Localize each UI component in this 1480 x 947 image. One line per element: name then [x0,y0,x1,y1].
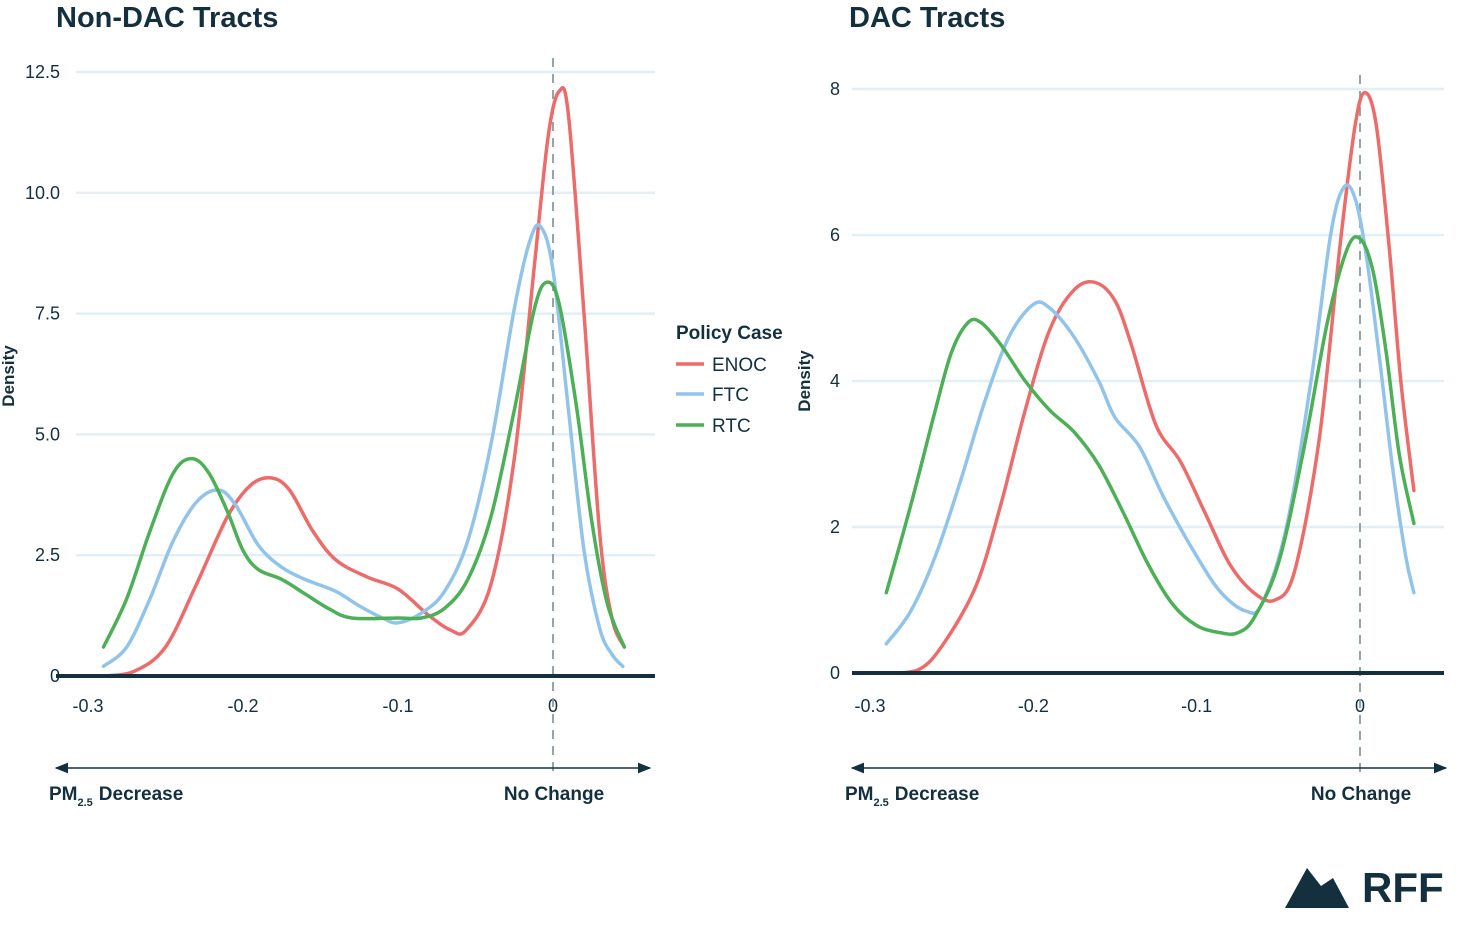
panel-title: Non-DAC Tracts [56,2,278,34]
y-tick-label: 4 [830,371,840,391]
y-tick-label: 2.5 [35,545,60,565]
legend-label-rtc: RTC [712,416,751,437]
series-line-enoc [101,86,627,678]
series-line-rtc [884,235,1416,637]
y-tick-label: 8 [830,79,840,99]
y-tick-label: 0 [50,666,60,686]
x-tick-label: -0.2 [1018,696,1049,716]
pm25-decrease-label: PM2.5 Decrease [845,784,979,809]
series-line-ftc [101,223,625,669]
x-tick-label: -0.3 [72,696,103,716]
no-change-label: No Change [504,784,604,805]
y-tick-label: 7.5 [35,304,60,324]
legend-item-enoc: ENOC [676,355,767,376]
gridlines [852,87,1444,529]
series-lines [884,90,1416,675]
x-tick-label: -0.3 [854,696,885,716]
y-tick-label: 12.5 [25,62,60,82]
x-tick-labels: -0.3-0.2-0.10 [72,696,558,716]
y-axis-label: Density [795,350,814,412]
y-tick-label: 10.0 [25,183,60,203]
no-change-label: No Change [1311,784,1411,805]
y-axis-label: Density [0,345,18,407]
series-lines [101,86,627,678]
legend-label-enoc: ENOC [712,355,767,376]
legend-label-ftc: FTC [712,385,749,406]
y-tick-label: 6 [830,225,840,245]
gridlines [76,70,655,557]
y-tick-label: 0 [830,663,840,683]
y-tick-label: 5.0 [35,424,60,444]
legend-item-rtc: RTC [676,416,751,437]
legend: Policy Case ENOC FTC RTC [676,323,783,437]
series-line-rtc [101,280,627,649]
series-line-enoc [884,90,1416,675]
pm25-decrease-label: PM2.5 Decrease [49,784,183,809]
x-tick-label: -0.1 [1181,696,1212,716]
legend-title: Policy Case [676,323,783,344]
panel-dac: DAC Tracts Density 0 2 4 6 8 -0.3 -0.2 -0.1 0 P… [795,2,1448,809]
logo-text: RFF [1362,864,1444,911]
y-tick-label: 2 [830,517,840,537]
rff-logo: RFF [1285,864,1444,911]
y-tick-labels: 0 2 4 6 8 [830,79,840,683]
series-line-ftc [884,183,1416,646]
panel-title: DAC Tracts [849,2,1005,34]
x-tick-label: -0.2 [227,696,258,716]
y-tick-labels: 0 2.5 5.0 7.5 10.0 12.5 [25,62,60,686]
panel-non-dac: Non-DAC Tracts Density 0 2.5 5.0 7.5 10.0 12.… [0,2,655,809]
mountain-logo-icon [1285,868,1349,908]
x-tick-labels: -0.3-0.2-0.10 [854,696,1365,716]
x-tick-label: -0.1 [382,696,413,716]
legend-item-ftc: FTC [676,385,749,406]
